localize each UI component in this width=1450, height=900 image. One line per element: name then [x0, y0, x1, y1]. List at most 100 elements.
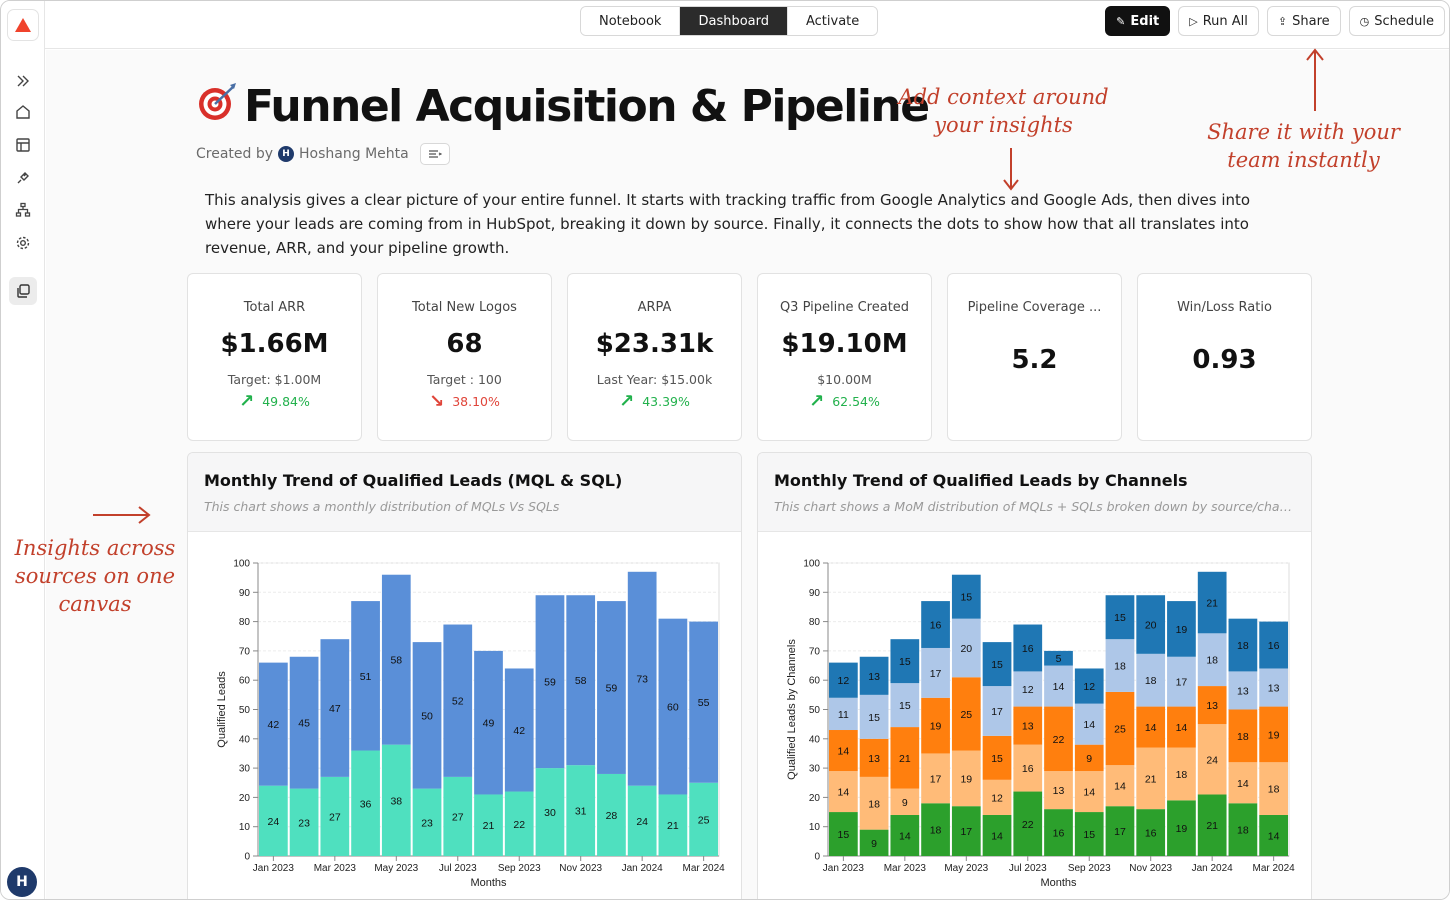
bar-segment: [1259, 762, 1288, 815]
kpi-card-arpa[interactable]: ARPA $23.31k Last Year: $15.00k ↗ 43.39%: [567, 273, 742, 441]
kpi-value: 68: [446, 329, 483, 359]
tab-activate[interactable]: Activate: [788, 7, 878, 35]
data-label: 22: [1022, 819, 1034, 831]
kpi-card-total-arr[interactable]: Total ARR $1.66M Target: $1.00M ↗ 49.84%: [187, 273, 362, 441]
pencil-icon: ✎: [1116, 14, 1126, 28]
table-icon[interactable]: [9, 131, 37, 159]
home-icon[interactable]: [9, 98, 37, 126]
data-label: 18: [1114, 661, 1126, 673]
bar-segment: [1197, 686, 1227, 725]
kpi-card-win-loss[interactable]: Win/Loss Ratio 0.93: [1137, 273, 1312, 441]
dashboards-icon[interactable]: [9, 277, 37, 305]
bar-segment: [289, 788, 319, 856]
bar-segment: [1013, 706, 1043, 745]
data-label: 15: [1114, 612, 1126, 624]
bar-segment: [859, 738, 889, 777]
kpi-label: Total New Logos: [412, 300, 517, 315]
kpi-value: 0.93: [1192, 345, 1257, 375]
view-switcher: Notebook Dashboard Activate: [580, 6, 879, 36]
data-label: 19: [1176, 823, 1188, 835]
x-axis-title: Months: [1040, 877, 1077, 889]
data-label: 14: [1268, 830, 1280, 842]
bar-segment: [1167, 800, 1196, 856]
bar-segment: [1259, 668, 1288, 707]
bar-segment: [627, 785, 657, 856]
bar-segment: [1259, 621, 1288, 669]
bar-segment: [535, 595, 565, 769]
data-label: 5: [1056, 653, 1062, 665]
data-label: 14: [838, 787, 850, 799]
x-tick-label: Sep 2023: [1068, 863, 1111, 874]
bar-segment: [1167, 706, 1196, 748]
bar-segment: [443, 776, 473, 856]
kpi-card-pipeline-coverage[interactable]: Pipeline Coverage ... 5.2: [947, 273, 1122, 441]
bar-segment: [443, 624, 473, 777]
kpi-card-q3-pipeline[interactable]: Q3 Pipeline Created $19.10M $10.00M ↗ 62.…: [757, 273, 932, 441]
target-icon: [196, 79, 240, 134]
data-label: 18: [1176, 769, 1188, 781]
y-tick-label: 60: [239, 676, 251, 687]
y-tick-label: 80: [809, 617, 821, 628]
data-label: 14: [1145, 722, 1157, 734]
data-label: 17: [960, 826, 972, 838]
data-label: 15: [899, 700, 911, 712]
hierarchy-icon[interactable]: [9, 196, 37, 224]
data-label: 19: [930, 721, 942, 733]
bar-segment: [829, 662, 858, 698]
data-label: 14: [1176, 722, 1188, 734]
bar-segment: [658, 618, 688, 795]
data-label: 73: [636, 674, 648, 686]
y-axis-title: Qualified Leads by Channels: [786, 639, 798, 780]
data-label: 25: [960, 709, 972, 721]
bar-segment: [1197, 633, 1227, 687]
data-label: 14: [838, 746, 850, 758]
annotation-share: Share it with your team instantly: [1207, 120, 1400, 172]
tab-notebook[interactable]: Notebook: [581, 7, 681, 35]
share-icon: ⇪: [1277, 14, 1288, 28]
data-label: 13: [1053, 785, 1065, 797]
data-label: 16: [1022, 763, 1034, 775]
app-logo[interactable]: [7, 9, 39, 41]
kpi-card-total-new-logos[interactable]: Total New Logos 68 Target : 100 ↘ 38.10%: [377, 273, 552, 441]
plug-icon[interactable]: [9, 164, 37, 192]
bar-segment: [1259, 814, 1288, 856]
author-name[interactable]: Hoshang Mehta: [299, 146, 409, 162]
bar-segment: [859, 656, 889, 695]
description-toggle-icon[interactable]: [419, 143, 450, 165]
clock-icon: ◷: [1359, 14, 1370, 28]
gear-icon[interactable]: [9, 229, 37, 257]
y-tick-label: 100: [803, 559, 820, 570]
data-label: 9: [1086, 753, 1092, 765]
share-button[interactable]: ⇪ Share: [1266, 6, 1341, 36]
bar-segment: [1044, 665, 1073, 707]
bar-segment: [1259, 706, 1288, 763]
data-label: 21: [667, 820, 679, 832]
chart-channels: 0 10 20 30 40 50 60 70 80 90 100 15 14 14 11 12 9 18 13 15 1…: [786, 559, 1295, 890]
edit-button[interactable]: ✎ Edit: [1105, 6, 1171, 36]
annotation-arrow-up-icon: [1306, 48, 1324, 111]
data-label: 9: [871, 838, 877, 850]
data-label: 14: [1053, 681, 1065, 693]
data-label: 23: [421, 817, 433, 829]
run-all-button[interactable]: ▷ Run All: [1178, 6, 1259, 36]
schedule-button[interactable]: ◷ Schedule: [1348, 6, 1445, 36]
bar-segment: [890, 683, 920, 728]
annotation-arrow-down-icon: [1003, 148, 1019, 191]
user-avatar[interactable]: H: [7, 867, 37, 897]
expand-sidebar-icon[interactable]: [9, 67, 37, 95]
y-tick-label: 40: [239, 734, 251, 745]
data-label: 17: [1114, 826, 1126, 838]
data-label: 13: [868, 671, 880, 683]
chart-title: Monthly Trend of Qualified Leads by Chan…: [774, 471, 1188, 490]
bar-segment: [921, 601, 950, 648]
bar-segment: [829, 812, 858, 856]
x-tick-label: Jan 2024: [1192, 863, 1234, 874]
tab-dashboard[interactable]: Dashboard: [680, 7, 788, 35]
bar-segment: [951, 806, 981, 856]
data-label: 11: [838, 709, 849, 721]
data-label: 14: [1083, 787, 1095, 799]
data-label: 12: [1083, 681, 1095, 693]
y-tick-label: 90: [239, 588, 251, 599]
data-label: 18: [1237, 640, 1249, 652]
play-icon: ▷: [1189, 14, 1198, 28]
